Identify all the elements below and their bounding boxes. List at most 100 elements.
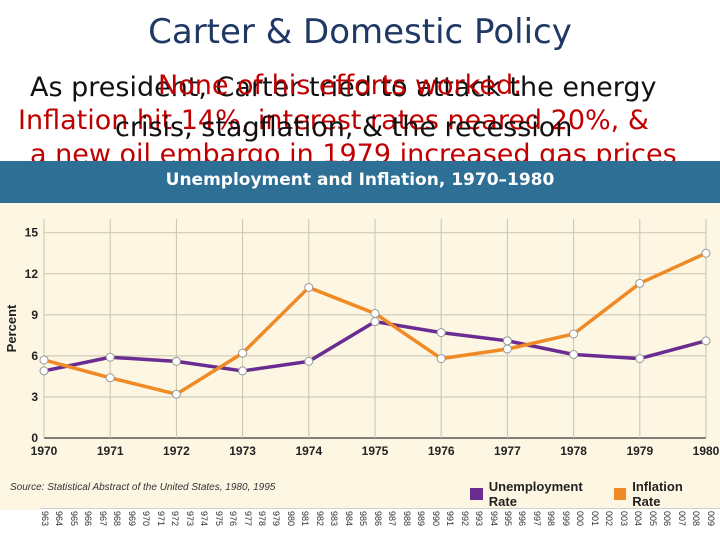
year-strip-label: 984	[343, 511, 354, 527]
legend-swatch-unemployment	[470, 488, 483, 500]
year-strip-label: 976	[228, 511, 239, 527]
year-strip-label: 963	[40, 511, 50, 527]
year-strip-label: 983	[329, 511, 340, 527]
year-strip-label: 968	[112, 511, 123, 527]
year-strip-label: 991	[445, 511, 456, 527]
year-strip-label: 990	[430, 511, 441, 527]
y-axis-label: Percent	[4, 304, 19, 352]
x-tick-label: 1977	[494, 444, 521, 458]
y-tick-label: 6	[31, 349, 38, 363]
y-tick-label: 12	[25, 267, 39, 281]
x-tick-label: 1975	[362, 444, 389, 458]
year-strip-label: 993	[474, 511, 485, 527]
year-strip-label: 008	[691, 511, 702, 527]
x-tick-label: 1970	[31, 444, 58, 458]
x-tick-label: 1980	[693, 444, 720, 458]
bullet-none-worked: None of his efforts worked:	[158, 70, 523, 101]
year-strip-label: 988	[401, 511, 412, 527]
x-tick-label: 1971	[97, 444, 124, 458]
year-strip-label: 985	[358, 511, 369, 527]
legend-item-inflation: Inflation Rate	[613, 479, 702, 509]
data-point-inflation	[171, 389, 181, 399]
x-tick-label: 1972	[163, 444, 190, 458]
year-strip-label: 970	[141, 511, 152, 527]
year-strip-label: 973	[184, 511, 195, 527]
year-strip-label: 977	[242, 511, 253, 527]
year-strip-label: 982	[314, 511, 325, 527]
data-point-inflation	[502, 344, 512, 354]
legend-label-unemployment: Unemployment Rate	[488, 479, 583, 509]
year-strip-label: 995	[502, 511, 513, 527]
data-point-unemployment	[436, 328, 446, 338]
data-point-unemployment	[502, 336, 512, 346]
year-strip-label: 007	[676, 511, 687, 527]
x-tick-label: 1976	[428, 444, 455, 458]
year-strip-label: 965	[68, 511, 79, 527]
chart-legend: Unemployment Rate Inflation Rate	[470, 479, 720, 509]
year-strip-label: 981	[300, 511, 311, 527]
line-chart: 0 3 6 9 12 15 1970 1971 1972 1973 1974 1975 1976 1977…	[4, 219, 720, 458]
year-strip-label: 964	[54, 511, 65, 527]
legend-item-unemployment: Unemployment Rate	[470, 479, 596, 509]
year-strip-label: 978	[257, 511, 268, 527]
x-tick-label: 1979	[626, 444, 653, 458]
chart-panel: Unemployment and Inflation, 1970–1980 0 3…	[0, 161, 720, 510]
chart-source-note: Source: Statistical Abstract of the Unit…	[10, 482, 276, 493]
data-point-unemployment	[39, 366, 49, 376]
year-strip-label: 969	[126, 511, 137, 527]
year-strip-label: 997	[531, 511, 542, 527]
year-strip-label: 002	[604, 511, 615, 527]
data-point-inflation	[39, 355, 49, 365]
year-strip-label: 004	[633, 511, 644, 527]
y-tick-label: 3	[31, 390, 38, 404]
slide-title: Carter & Domestic Policy	[148, 12, 572, 52]
data-point-inflation	[304, 282, 314, 292]
year-strip-label: 975	[213, 511, 224, 527]
year-strip-label: 987	[387, 511, 398, 527]
year-number-strip: 963 964 965 966 967 968 969 970 971 972 973 974 975 9…	[40, 508, 720, 541]
year-strip-label: 967	[97, 511, 108, 527]
bullet-as-president: As president, Carter tried to attack the…	[30, 72, 657, 103]
data-point-unemployment	[238, 366, 248, 376]
year-strip-label: 986	[372, 511, 383, 527]
year-strip-label: 966	[83, 511, 94, 527]
year-strip-label: 974	[199, 511, 210, 527]
x-tick-label: 1973	[229, 444, 256, 458]
year-strip-label: 971	[155, 511, 166, 527]
chart-title-band	[0, 161, 720, 203]
y-tick-label: 9	[31, 308, 38, 322]
data-point-unemployment	[171, 356, 181, 366]
year-strip-label: 980	[285, 511, 296, 527]
year-strip-label: 003	[618, 511, 629, 527]
year-strip-label: 001	[589, 511, 600, 527]
data-point-unemployment	[370, 317, 380, 327]
year-strip-label: 994	[488, 511, 499, 527]
bullet-inflation: Inflation hit 14%, interest rates neared…	[18, 105, 649, 136]
data-point-unemployment	[701, 336, 711, 346]
legend-swatch-inflation	[613, 488, 627, 500]
year-strip-label: 996	[517, 511, 528, 527]
year-strip-label: 979	[271, 511, 282, 527]
y-tick-label: 0	[31, 431, 38, 445]
year-strip-label: 006	[662, 511, 673, 527]
year-strip-label: 005	[647, 511, 658, 527]
x-tick-label: 1974	[295, 444, 322, 458]
data-point-inflation	[701, 248, 711, 258]
legend-label-inflation: Inflation Rate	[632, 479, 683, 509]
data-point-inflation	[635, 278, 645, 288]
chart-title: Unemployment and Inflation, 1970–1980	[165, 170, 555, 190]
bullet-crisis: crisis, stagflation, & the recession	[115, 112, 573, 143]
year-strip-label: 992	[459, 511, 470, 527]
data-point-unemployment	[569, 350, 579, 360]
data-point-inflation	[569, 329, 579, 339]
data-point-inflation	[370, 308, 380, 318]
y-tick-label: 15	[25, 226, 39, 240]
year-strip-label: 009	[705, 511, 716, 527]
data-point-inflation	[105, 373, 115, 383]
year-strip-label: 999	[560, 511, 571, 527]
year-strip-label: 000	[575, 511, 586, 527]
data-point-inflation	[238, 348, 248, 358]
data-point-unemployment	[304, 356, 314, 366]
x-tick-label: 1978	[560, 444, 587, 458]
data-point-unemployment	[635, 354, 645, 364]
